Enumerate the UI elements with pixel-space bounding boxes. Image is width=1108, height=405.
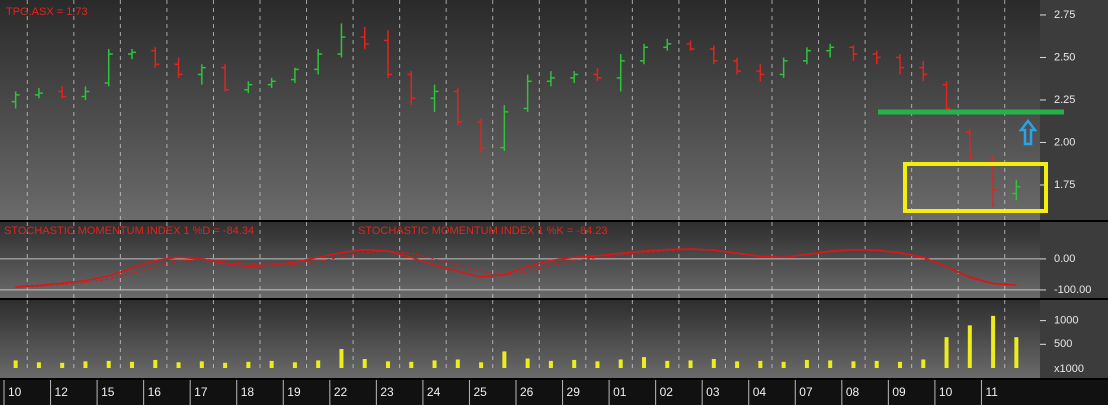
volume-bar (479, 362, 484, 368)
arrow-annotation (1018, 118, 1038, 146)
volume-bar (781, 361, 786, 368)
volume-bar (967, 325, 972, 368)
x-axis-area (0, 380, 1108, 405)
volume-bar (898, 361, 902, 368)
volume-bar (944, 337, 949, 368)
x-tick-label: 19 (287, 385, 301, 399)
volume-bar (688, 360, 693, 368)
x-tick-label: 16 (148, 385, 162, 399)
x-tick-label: 26 (520, 385, 534, 399)
y-tick-label: -100.00 (1054, 284, 1091, 296)
volume-bar (199, 361, 204, 368)
volume-bar (316, 360, 321, 368)
x-tick-label: 17 (194, 385, 208, 399)
volume-bar (804, 359, 809, 368)
x-tick-label: 10 (8, 385, 22, 399)
y-tick-label: 2.00 (1054, 136, 1075, 148)
stoch-line (15, 248, 1017, 288)
stoch-legend: STOCHASTIC MOMENTUM INDEX 1 %D = -84.34 (4, 225, 254, 237)
x-tick-label: 12 (55, 385, 69, 399)
volume-bar (618, 359, 623, 368)
volume-bar (455, 359, 460, 368)
volume-bar (339, 349, 344, 368)
x-tick-label: 25 (473, 385, 487, 399)
volume-bar (83, 361, 88, 368)
volume-bar (36, 362, 41, 368)
stoch-panel (0, 222, 1040, 298)
y-tick-label: 1000 (1054, 315, 1078, 327)
x-tick-label: 09 (892, 385, 906, 399)
x-tick-label: 08 (846, 385, 860, 399)
volume-bar (548, 360, 553, 368)
volume-bar (223, 362, 228, 368)
y-tick-label: 1.75 (1054, 179, 1075, 191)
x-tick-label: 11 (985, 385, 998, 399)
volume-bar (525, 358, 530, 368)
x-tick-label: 01 (613, 385, 627, 399)
volume-bar (292, 362, 297, 368)
volume-bar (572, 359, 577, 368)
x-tick-label: 07 (799, 385, 813, 399)
volume-bar (409, 361, 414, 368)
volume-bar (502, 351, 507, 368)
highlight-box (903, 162, 1048, 213)
x-tick-label: 03 (706, 385, 720, 399)
x-tick-label: 04 (753, 385, 767, 399)
x-tick-label: 18 (241, 385, 255, 399)
volume-bar (828, 360, 833, 368)
x-tick-label: 15 (101, 385, 115, 399)
volume-bar (642, 357, 646, 368)
volume-bar (432, 360, 437, 368)
x-tick-label: 23 (380, 385, 394, 399)
y-tick-label: 2.25 (1054, 94, 1075, 106)
x-tick-label: 02 (660, 385, 674, 399)
volume-panel (0, 300, 1040, 378)
volume-bar (246, 361, 251, 368)
y-tick-label: 500 (1054, 338, 1072, 350)
x-tick-label: 29 (567, 385, 581, 399)
volume-bar (665, 360, 670, 368)
volume-bar (758, 360, 763, 368)
volume-bar (386, 361, 390, 368)
volume-bar (851, 361, 856, 368)
y-tick-label: 2.75 (1054, 9, 1075, 21)
volume-bar (991, 315, 996, 368)
volume-bar (921, 359, 926, 368)
y-tick-label: 2.50 (1054, 51, 1075, 63)
volume-bar (106, 360, 111, 368)
y-axis-area (1040, 0, 1108, 378)
volume-bar (874, 360, 879, 368)
volume-bar (153, 359, 158, 368)
volume-bar (60, 362, 65, 368)
volume-unit: x1000 (1054, 363, 1084, 375)
volume-bar (176, 362, 181, 368)
volume-bar (735, 361, 740, 368)
x-tick-label: 22 (334, 385, 348, 399)
volume-bar (711, 358, 716, 368)
volume-bar (1014, 337, 1019, 368)
volume-bar (269, 360, 274, 368)
stoch-line (15, 249, 1017, 288)
volume-bar (130, 361, 134, 368)
x-tick-label: 10 (939, 385, 953, 399)
volume-bar (595, 361, 600, 368)
volume-bar (13, 360, 18, 368)
price-panel (0, 0, 1040, 220)
price-title: TPG.ASX = 1.73 (6, 6, 88, 18)
y-tick-label: 0.00 (1054, 253, 1075, 265)
stoch-legend: STOCHASTIC MOMENTUM INDEX 1 %K = -84.23 (358, 225, 608, 237)
x-tick-label: 24 (427, 385, 441, 399)
volume-bar (362, 358, 367, 368)
